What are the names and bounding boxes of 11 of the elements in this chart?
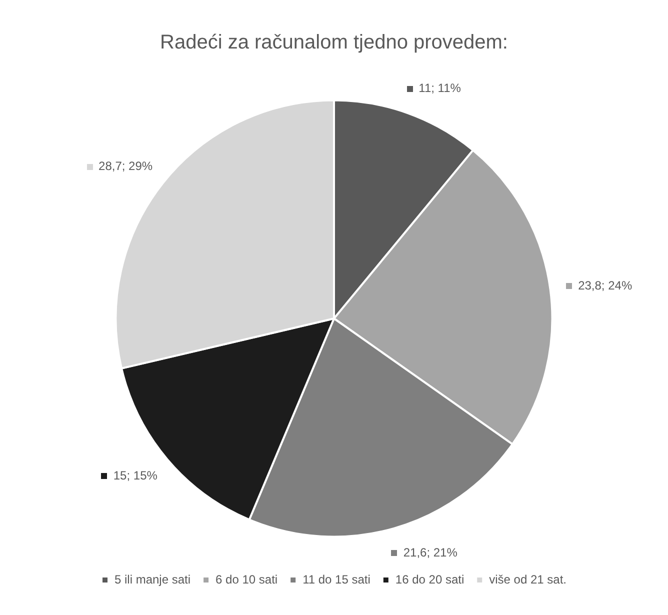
data-label: 21,6; 21% [403,546,458,560]
legend-label: više od 21 sat. [489,572,567,586]
legend-label: 16 do 20 sati [395,572,464,586]
data-label: 11; 11% [418,80,462,95]
data-label: 28,7; 29% [98,159,153,174]
legend-label: 6 do 10 sati [216,572,278,586]
data-label: 15; 15% [113,468,158,482]
data-label: 23,8; 24% [578,278,632,292]
chart-title: Radeći za računalom tjedno provedem: [160,32,508,54]
legend-label: 5 ili manje sati [114,572,191,586]
legend-label: 11 do 15 sati [302,572,370,586]
